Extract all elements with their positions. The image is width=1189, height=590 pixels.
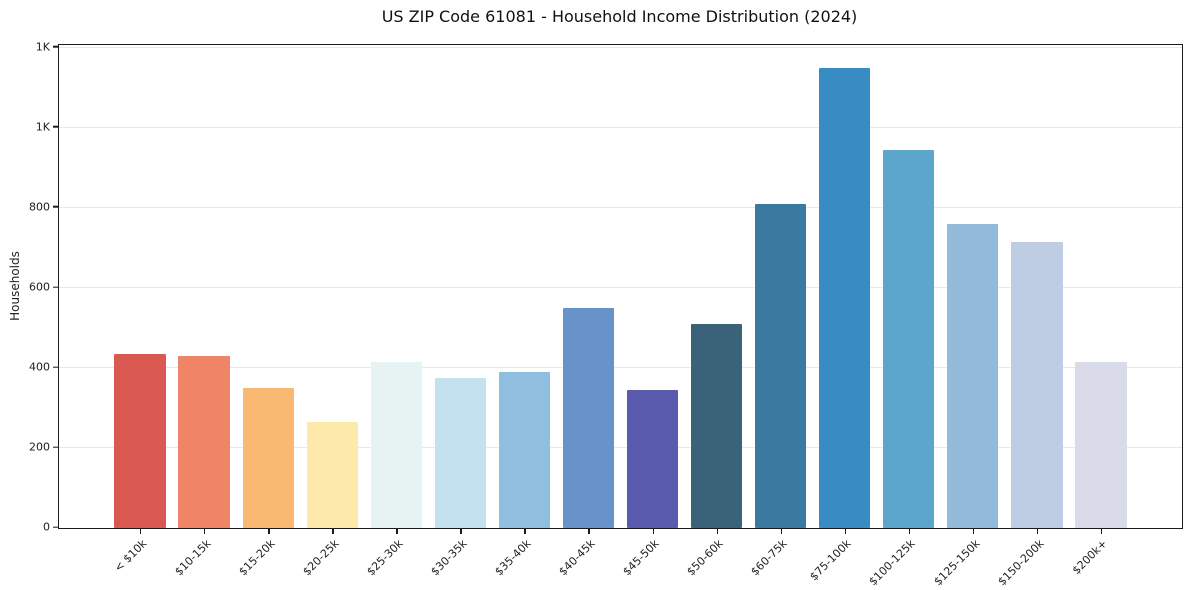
gridline xyxy=(59,206,1182,208)
bar-slot: $40-45k xyxy=(556,45,620,578)
bar-slot: $50-60k xyxy=(685,45,749,578)
y-axis-tick-marks xyxy=(53,44,58,528)
y-tick-label: 200 xyxy=(29,440,50,454)
x-tick-mark xyxy=(844,529,847,534)
x-tick-label: $45-50k xyxy=(620,537,662,579)
bar xyxy=(498,371,551,528)
bar-slot: $30-35k xyxy=(428,45,492,578)
y-tick-label: 400 xyxy=(29,360,50,374)
x-tick-mark xyxy=(716,529,718,534)
x-tick-label: $25-30k xyxy=(364,537,406,579)
y-tick-label: 1K xyxy=(35,40,50,54)
x-tick-label: $100-125k xyxy=(866,537,918,589)
bar-slot: $35-40k xyxy=(492,45,556,578)
bar xyxy=(947,223,999,528)
x-tick-label: $75-100k xyxy=(807,537,854,584)
gridline xyxy=(59,46,1182,48)
x-tick-mark xyxy=(972,529,975,534)
x-tick-mark xyxy=(1036,529,1039,534)
x-tick-label: $30-35k xyxy=(428,537,470,579)
bar-slot: $125-150k xyxy=(931,45,1005,588)
bar xyxy=(819,67,871,528)
bar xyxy=(626,389,679,528)
x-tick-label: < $10k xyxy=(111,537,150,575)
y-tick-mark xyxy=(53,206,58,208)
bar-slot: < $10k xyxy=(108,45,172,575)
bar xyxy=(1011,241,1063,528)
bar xyxy=(690,323,743,528)
x-tick-mark xyxy=(204,529,206,534)
y-tick-mark xyxy=(53,446,58,448)
bar xyxy=(562,307,615,528)
gridline xyxy=(59,126,1182,128)
x-tick-mark xyxy=(1100,529,1103,534)
bar xyxy=(370,361,422,528)
x-tick-mark xyxy=(396,529,398,534)
x-tick-label: $20-25k xyxy=(300,537,342,579)
bar-slot: $15-20k xyxy=(236,45,300,578)
y-axis-tick-labels: 0 200 400 600 800 1K 1K xyxy=(0,40,50,533)
bar-slot: $100-125k xyxy=(867,45,941,588)
bars-row: < $10k $10-15k $15-20k $20-25k $25-30k $30-35… xyxy=(59,45,1182,588)
bar-slot: $10-15k xyxy=(172,45,236,578)
y-tick-mark xyxy=(53,286,58,288)
x-tick-mark xyxy=(588,529,590,534)
y-tick-mark xyxy=(53,126,58,128)
bar-slot: $20-25k xyxy=(300,45,364,578)
y-tick-label: 0 xyxy=(43,520,50,534)
x-tick-label: $200k+ xyxy=(1070,537,1111,578)
x-tick-label: $35-40k xyxy=(492,537,534,579)
bar xyxy=(755,203,807,528)
plot-area: < $10k $10-15k $15-20k $20-25k $25-30k $30-35… xyxy=(58,44,1183,588)
bar xyxy=(306,421,358,528)
x-tick-mark xyxy=(524,529,526,534)
x-tick-label: $50-60k xyxy=(684,537,726,579)
bar-slot: $75-100k xyxy=(808,45,877,583)
y-tick-label: 1K xyxy=(35,120,50,134)
bar xyxy=(242,387,294,528)
x-tick-mark xyxy=(908,529,911,534)
x-tick-label: $10-15k xyxy=(172,537,214,579)
y-tick-mark xyxy=(53,526,58,528)
y-tick-label: 600 xyxy=(29,280,50,294)
bar-slot: $150-200k xyxy=(995,45,1069,588)
bar xyxy=(1075,361,1127,528)
x-tick-label: $60-75k xyxy=(748,537,790,579)
gridline xyxy=(59,286,1182,288)
gridline xyxy=(59,366,1182,368)
x-tick-mark xyxy=(140,529,142,534)
bar xyxy=(434,377,486,528)
x-tick-mark xyxy=(268,529,270,534)
bar xyxy=(178,355,230,528)
x-tick-label: $40-45k xyxy=(556,537,598,579)
gridline xyxy=(59,446,1182,448)
bar-slot: $25-30k xyxy=(364,45,428,578)
x-tick-label: $150-200k xyxy=(994,537,1047,589)
bar-slot: $45-50k xyxy=(620,45,685,578)
bar xyxy=(114,353,166,528)
chart-title: US ZIP Code 61081 - Household Income Dis… xyxy=(381,7,858,26)
y-tick-mark xyxy=(53,366,58,368)
bar-slot: $200k+ xyxy=(1069,45,1133,577)
x-tick-mark xyxy=(780,529,783,534)
bar-slot: $60-75k xyxy=(749,45,813,578)
y-tick-mark xyxy=(53,46,58,48)
x-tick-mark xyxy=(652,529,654,534)
y-tick-label: 800 xyxy=(29,200,50,214)
x-tick-mark xyxy=(332,529,334,534)
x-tick-mark xyxy=(460,529,462,534)
bar xyxy=(883,149,935,528)
x-tick-label: $15-20k xyxy=(236,537,278,579)
x-tick-label: $125-150k xyxy=(930,537,983,589)
